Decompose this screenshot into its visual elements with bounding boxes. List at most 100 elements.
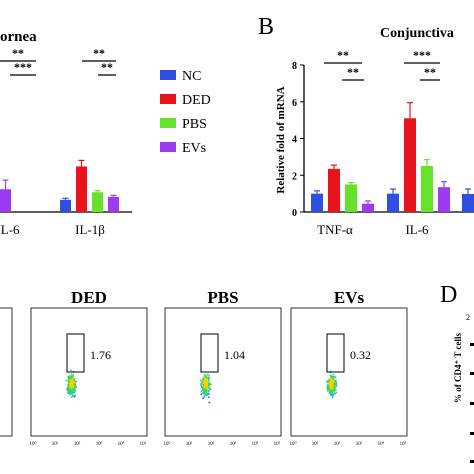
flow-event: [207, 373, 209, 375]
flow-event: [71, 388, 73, 391]
flow-x-tick-label: 10³: [96, 441, 103, 447]
flow-event: [204, 374, 206, 376]
legend-swatch-nc: [160, 70, 176, 80]
flow-event: [68, 389, 70, 392]
flow-event: [67, 383, 70, 385]
flow-x-tick-label: 10⁵: [400, 441, 407, 447]
significance-label: ***: [413, 48, 431, 62]
flow-event: [331, 393, 334, 396]
y-tick-label: 6: [292, 98, 297, 109]
flow-event: [70, 389, 72, 392]
panel-d-tick-mark: [470, 460, 474, 463]
flow-event: [73, 390, 75, 392]
flow-event: [203, 395, 205, 397]
flow-event: [334, 376, 337, 378]
flow-event: [205, 390, 207, 392]
panel-d-tick: 2: [466, 313, 470, 322]
flow-event: [74, 390, 76, 392]
flow-event: [207, 380, 210, 383]
flow-event: [71, 393, 73, 395]
flow-event: [68, 387, 70, 390]
flow-event: [200, 383, 202, 385]
flow-event: [203, 386, 205, 388]
bar-ded: [328, 168, 340, 212]
flow-x-tick-label: 10¹: [186, 441, 193, 447]
flow-event: [74, 394, 76, 396]
conjunctiva-tick-label: TNF-α: [317, 222, 353, 237]
flow-event: [326, 381, 328, 383]
flow-x-tick-label: 10⁴: [118, 441, 125, 447]
bar-pbs: [421, 166, 433, 212]
flow-event: [330, 388, 332, 390]
flow-event: [204, 391, 207, 393]
flow-event: [67, 392, 70, 395]
panel-cornea: ornea ********* IL-6 IL-1β: [0, 29, 132, 237]
flow-event: [208, 392, 210, 395]
flow-event: [71, 396, 73, 398]
flow-event: [333, 384, 335, 386]
flow-event: [70, 375, 72, 377]
flow-event: [334, 379, 336, 381]
flow-event: [332, 390, 334, 393]
flow-event: [333, 379, 335, 381]
flow-event: [205, 384, 207, 386]
flow-event: [204, 389, 206, 391]
flow-event: [331, 377, 333, 380]
flow-panel-ded: DED 1.76 10⁰ 10¹ 10² 10³ 10⁴ 10⁵: [29, 288, 148, 447]
flow-event: [66, 390, 69, 392]
flow-event: [71, 382, 73, 384]
flow-event: [333, 385, 336, 387]
flow-event: [207, 392, 209, 394]
flow-event: [206, 381, 209, 383]
flow-event: [331, 375, 334, 378]
flow-event: [332, 388, 334, 390]
flow-panel-title: DED: [71, 288, 107, 307]
significance-label: **: [337, 48, 349, 62]
flow-event: [73, 381, 75, 383]
flow-gate: [200, 333, 219, 373]
flow-event: [70, 377, 73, 379]
flow-event: [330, 385, 332, 387]
flow-event: [204, 379, 207, 382]
flow-event: [331, 394, 333, 397]
flow-event: [72, 385, 74, 387]
flow-event: [67, 376, 70, 378]
flow-event: [202, 379, 204, 381]
flow-event: [206, 393, 208, 395]
flow-event: [68, 385, 70, 387]
flow-event: [205, 393, 207, 396]
flow-event: [69, 379, 71, 381]
bar-evs: [0, 189, 11, 212]
legend: NC DED PBS EVs: [160, 69, 211, 156]
flow-event: [72, 379, 74, 381]
flow-event: [69, 389, 72, 391]
legend-label-pbs: PBS: [182, 117, 207, 132]
flow-event: [74, 383, 76, 385]
panel-d-tick-mark: [470, 432, 474, 435]
flow-event: [334, 393, 336, 395]
flow-event: [206, 375, 208, 377]
flow-event: [329, 389, 331, 391]
legend-swatch-evs: [160, 142, 176, 152]
flow-event: [327, 390, 329, 392]
flow-event: [202, 385, 205, 387]
flow-event: [202, 377, 205, 379]
legend-swatch-pbs: [160, 118, 176, 128]
flow-event: [69, 391, 72, 393]
flow-event: [205, 377, 208, 379]
flow-event: [327, 384, 329, 386]
flow-event: [332, 382, 334, 385]
flow-event: [204, 376, 206, 378]
flow-event: [69, 377, 72, 379]
flow-event: [71, 386, 73, 388]
flow-event: [332, 377, 334, 380]
flow-event: [203, 382, 205, 384]
cornea-tick-label: IL-6: [0, 222, 20, 237]
flow-event: [332, 389, 334, 391]
bar-evs: [438, 187, 450, 212]
flow-event: [202, 383, 204, 386]
flow-event: [68, 377, 70, 379]
flow-x-tick-label: 10⁰: [29, 441, 36, 447]
conjunctiva-y-ticks: 0 2 4 6 8: [292, 61, 304, 219]
flow-event: [205, 394, 208, 396]
